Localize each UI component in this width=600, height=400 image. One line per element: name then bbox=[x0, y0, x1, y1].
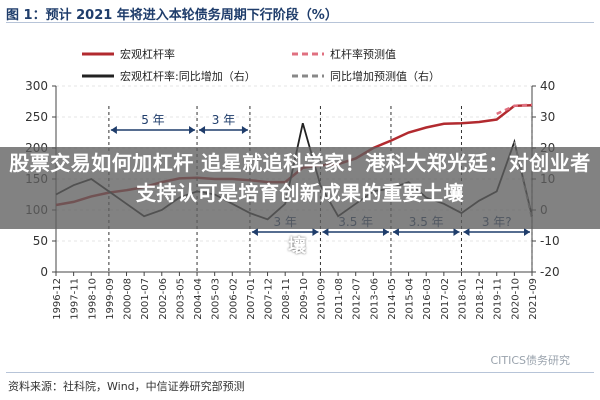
headline-overlay-tail: 壤 bbox=[288, 236, 306, 257]
x-tick-label: 2019-11 bbox=[493, 278, 504, 320]
x-tick-label: 2017-02 bbox=[440, 278, 451, 320]
x-tick-label: 1998-10 bbox=[87, 278, 98, 320]
headline-overlay-band bbox=[0, 147, 600, 229]
cycle-label: 3 年 bbox=[212, 113, 235, 127]
cycle-label: 5 年 bbox=[141, 113, 164, 127]
left-tick-label: 50 bbox=[33, 234, 48, 248]
x-tick-label: 2020-10 bbox=[510, 278, 521, 320]
x-tick-label: 2007-01 bbox=[246, 278, 257, 320]
x-tick-label: 2021-09 bbox=[528, 278, 539, 320]
x-tick-label: 2013-06 bbox=[369, 278, 380, 320]
right-tick-label: -10 bbox=[540, 234, 560, 248]
left-tick-label: 0 bbox=[40, 265, 48, 279]
legend-label: 宏观杠杆率 bbox=[120, 47, 175, 61]
left-tick-label: 250 bbox=[25, 110, 48, 124]
source-note: 资料来源：社科院，Wind，中信证券研究部预测 bbox=[8, 380, 245, 393]
source-divider bbox=[6, 372, 594, 373]
x-tick-label: 1999-09 bbox=[105, 278, 116, 320]
x-tick-label: 2015-04 bbox=[405, 278, 416, 320]
x-tick-label: 2004-04 bbox=[193, 278, 204, 320]
legend-label: 同比增加预测值（右） bbox=[330, 69, 440, 83]
watermark: CITICS债务研究 bbox=[490, 354, 570, 367]
cycle-arrowhead-left bbox=[463, 228, 470, 236]
left-tick-label: 300 bbox=[25, 79, 48, 93]
legend-label: 宏观杠杆率:同比增加（右） bbox=[120, 69, 256, 83]
x-tick-label: 2012-07 bbox=[352, 278, 363, 320]
x-tick-label: 2002-06 bbox=[158, 278, 169, 320]
x-tick-label: 2003-05 bbox=[175, 278, 186, 320]
x-tick-label: 2001-07 bbox=[140, 278, 151, 320]
cycle-arrowhead-left bbox=[251, 228, 258, 236]
x-tick-label: 2008-11 bbox=[281, 278, 292, 320]
right-tick-label: 40 bbox=[540, 79, 555, 93]
x-tick-label: 2016-03 bbox=[422, 278, 433, 320]
x-tick-label: 2005-03 bbox=[211, 278, 222, 320]
right-tick-label: -20 bbox=[540, 265, 560, 279]
right-tick-label: 30 bbox=[540, 110, 555, 124]
cycle-arrowhead-left bbox=[322, 228, 329, 236]
legend-label: 杠杆率预测值 bbox=[330, 47, 396, 61]
cycle-arrowhead-left bbox=[110, 126, 117, 134]
cycle-arrowhead-right bbox=[453, 228, 460, 236]
x-tick-label: 2011-08 bbox=[334, 278, 345, 320]
x-tick-label: 2006-02 bbox=[228, 278, 239, 320]
cycle-arrowhead-left bbox=[392, 228, 399, 236]
title-divider bbox=[6, 22, 594, 23]
figure-title: 图 1：预计 2021 年将进入本轮债务周期下行阶段（%） bbox=[6, 8, 338, 23]
x-tick-label: 2018-01 bbox=[457, 278, 468, 320]
cycle-arrowhead-right bbox=[312, 228, 319, 236]
cycle-arrowhead-right bbox=[241, 126, 248, 134]
x-tick-label: 2009-10 bbox=[299, 278, 310, 320]
cycle-arrowhead-right bbox=[382, 228, 389, 236]
x-tick-label: 2000-08 bbox=[123, 278, 134, 320]
headline-overlay-text[interactable]: 股票交易如何加杠杆 追星就追科学家！港科大郑光廷：对创业者支持认可是培育创新成果… bbox=[9, 151, 591, 205]
x-tick-label: 1997-11 bbox=[70, 278, 81, 320]
cycle-arrowhead-right bbox=[189, 126, 196, 134]
x-tick-label: 2007-12 bbox=[264, 278, 275, 320]
x-tick-label: 1996-12 bbox=[52, 278, 63, 320]
x-tick-label: 2014-05 bbox=[387, 278, 398, 320]
cycle-arrowhead-right bbox=[524, 228, 530, 236]
cycle-arrowhead-left bbox=[199, 126, 206, 134]
x-tick-label: 2018-12 bbox=[475, 278, 486, 320]
x-tick-label: 2010-09 bbox=[316, 278, 327, 320]
series-line bbox=[496, 103, 533, 116]
